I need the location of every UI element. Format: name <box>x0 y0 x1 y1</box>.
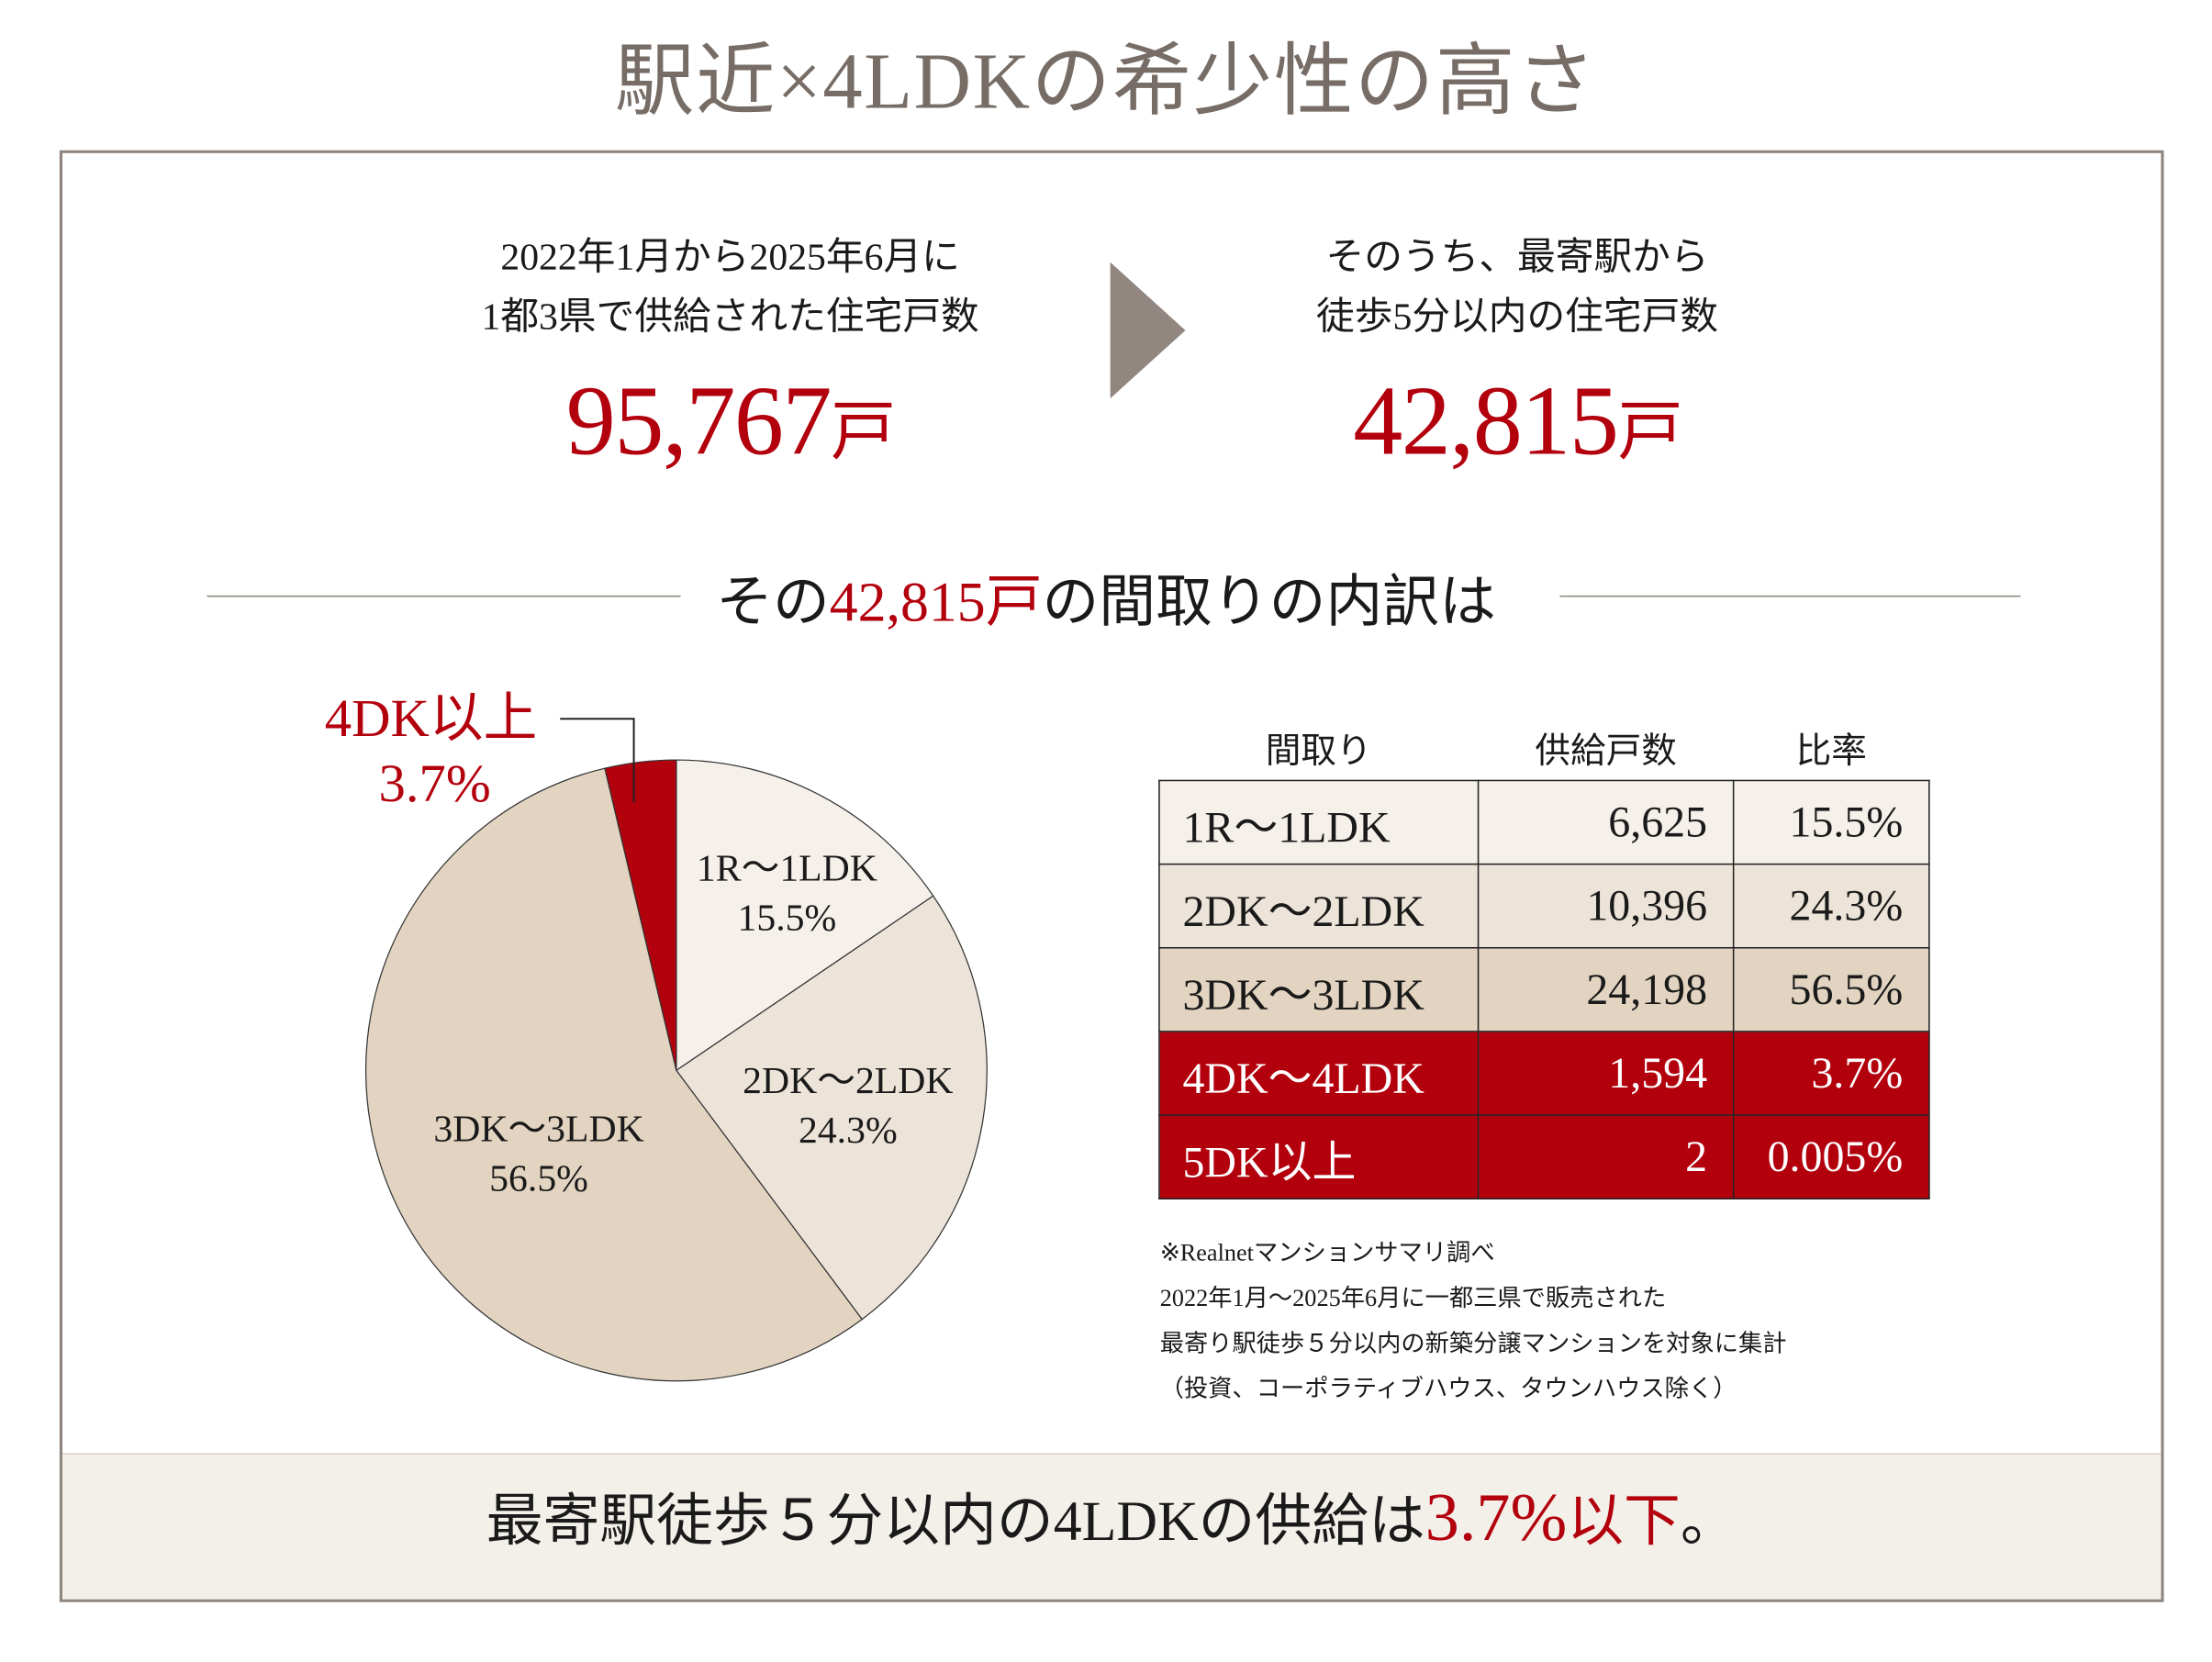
table-row: 5DK以上 2 0.005% <box>1158 1114 1930 1199</box>
near-station-value: 42,815戸 <box>1220 366 1815 480</box>
heading-post: の間取りの内訳は <box>1042 570 1496 634</box>
arrow-right-icon <box>1110 262 1186 399</box>
pie-slice <box>676 759 934 1072</box>
content-frame <box>59 150 2164 1602</box>
footnote-line: 最寄り駅徒歩５分以内の新築分譲マンションを対象に集計 <box>1159 1330 1787 1357</box>
slice-value: 56.5% <box>489 1156 588 1199</box>
cell-ratio: 3.7% <box>1732 1031 1930 1116</box>
unit: 戸 <box>830 396 896 468</box>
col-header: 比率 <box>1795 732 1867 772</box>
col-header: 供給戸数 <box>1535 732 1677 772</box>
footnote-line: （投資、コーポラティブハウス、タウンハウス除く） <box>1159 1375 1737 1402</box>
cell-count: 24,198 <box>1477 946 1735 1032</box>
cell-ratio: 0.005% <box>1732 1114 1930 1199</box>
divider-right <box>1559 595 2021 597</box>
pie-label-3dk: 3DK～3LDK 56.5% <box>383 1104 695 1203</box>
col-header: 間取り <box>1265 732 1372 772</box>
total-supply-caption: 2022年1月から2025年6月に 1都3県で供給された住宅戸数 <box>425 227 1034 346</box>
slice-label: 2DK～2LDK <box>743 1059 954 1102</box>
cell-ratio: 24.3% <box>1732 863 1930 949</box>
value: 42,815 <box>1353 367 1619 477</box>
cell-ratio: 56.5% <box>1732 946 1930 1032</box>
heading-value: 42,815戸 <box>829 570 1043 634</box>
slice-value: 3.7% <box>378 753 491 814</box>
near-station-caption: そのうち、最寄駅から 徒歩5分以内の住宅戸数 <box>1220 227 1815 346</box>
cell-type: 4DK～4LDK <box>1158 1031 1480 1116</box>
conclusion-post: 以下 <box>1567 1489 1681 1553</box>
cell-ratio: 15.5% <box>1732 779 1930 865</box>
conclusion: 最寄駅徒歩５分以内の4LDKの供給は3.7%以下。 <box>62 1475 2161 1557</box>
conclusion-pre: 最寄駅徒歩５分以内の4LDKの供給は <box>486 1489 1425 1553</box>
cell-type: 1R～1LDK <box>1158 779 1480 865</box>
pie-label-2dk: 2DK～2LDK 24.3% <box>692 1056 1004 1155</box>
slice-value: 15.5% <box>737 896 837 939</box>
caption-line: そのうち、最寄駅から <box>1325 235 1709 278</box>
slice-label: 3DK～3LDK <box>433 1107 644 1150</box>
table-row: 2DK～2LDK 10,396 24.3% <box>1158 863 1930 949</box>
divider-left <box>207 595 681 597</box>
pie-slice <box>604 759 677 1071</box>
conclusion-value: 3.7% <box>1424 1479 1568 1556</box>
table-row: 1R～1LDK 6,625 15.5% <box>1158 779 1930 865</box>
cell-type: 2DK～2LDK <box>1158 863 1480 949</box>
footnote-line: 2022年1月～2025年6月に一都三県で販売された <box>1159 1284 1667 1312</box>
pie-slice <box>676 895 988 1321</box>
pie-label-4dk: 4DK以上 3.7% <box>325 686 538 817</box>
total-supply-value: 95,767戸 <box>425 366 1034 480</box>
slice-value: 24.3% <box>798 1109 898 1152</box>
page-title: 駅近×4LDKの希少性の高さ <box>614 38 1598 127</box>
cell-count: 1,594 <box>1477 1031 1735 1116</box>
caption-line: 1都3県で供給された住宅戸数 <box>481 295 979 338</box>
conclusion-end: 。 <box>1680 1489 1737 1553</box>
value: 95,767 <box>565 367 832 477</box>
callout-leader-line <box>560 718 635 803</box>
cell-count: 2 <box>1477 1114 1735 1199</box>
cell-count: 10,396 <box>1477 863 1735 949</box>
cell-type: 3DK～3LDK <box>1158 946 1480 1032</box>
pie-label-1r: 1R～1LDK 15.5% <box>631 843 943 943</box>
pie-slice <box>364 767 864 1382</box>
table-row: 3DK～3LDK 24,198 56.5% <box>1158 946 1930 1032</box>
footnote: ※Realnetマンションサマリ調べ 2022年1月～2025年6月に一都三県で… <box>1160 1231 1787 1412</box>
floorplan-table: 間取り 供給戸数 比率 1R～1LDK 6,625 15.5% 2DK～2LDK 10,… <box>1158 723 1930 1199</box>
cell-count: 6,625 <box>1477 779 1735 865</box>
heading-pre: その <box>716 570 830 634</box>
conclusion-band <box>61 1453 2162 1600</box>
slice-label: 4DK以上 <box>324 688 538 749</box>
section-heading: その42,815戸の間取りの内訳は <box>0 556 2212 639</box>
cell-type: 5DK以上 <box>1158 1114 1480 1199</box>
caption-line: 2022年1月から2025年6月に <box>500 235 960 278</box>
table-row: 4DK～4LDK 1,594 3.7% <box>1158 1031 1930 1116</box>
caption-line: 徒歩5分以内の住宅戸数 <box>1316 295 1719 338</box>
footnote-line: ※Realnetマンションサマリ調べ <box>1159 1239 1495 1266</box>
unit: 戸 <box>1617 396 1682 468</box>
slice-label: 1R～1LDK <box>696 846 877 889</box>
